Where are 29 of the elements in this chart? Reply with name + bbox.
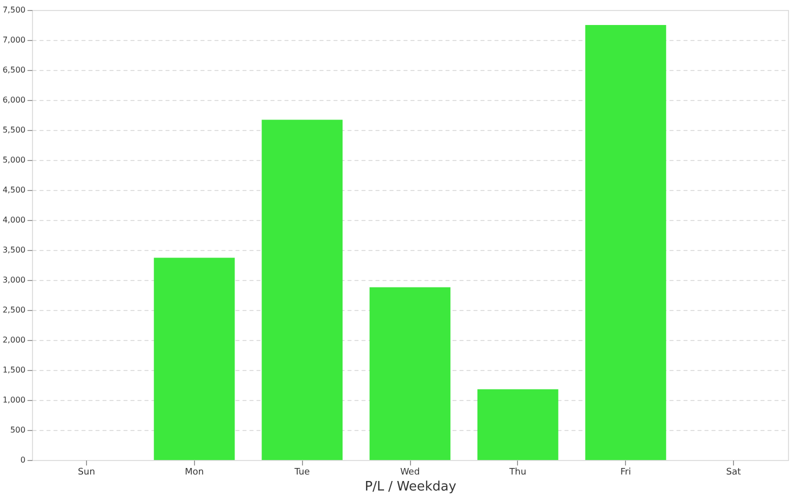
y-tick-label: 5,500 bbox=[2, 126, 26, 134]
y-tick-label: 2,500 bbox=[2, 306, 26, 314]
y-tick-label: 1,000 bbox=[2, 396, 26, 404]
y-tick-label: 5,000 bbox=[2, 156, 26, 164]
bar bbox=[585, 25, 666, 460]
x-tick-label: Tue bbox=[293, 468, 310, 478]
bar bbox=[154, 258, 235, 460]
y-tick-label: 4,500 bbox=[2, 186, 26, 194]
y-tick-label: 1,500 bbox=[2, 366, 26, 374]
x-tick-label: Thu bbox=[508, 468, 526, 478]
y-tick-label: 6,000 bbox=[2, 96, 26, 104]
y-tick-label: 3,500 bbox=[2, 246, 26, 254]
y-tick-label: 6,500 bbox=[2, 66, 26, 74]
y-tick-label: 4,000 bbox=[2, 216, 26, 224]
x-tick-label: Fri bbox=[620, 468, 632, 478]
y-tick-label: 3,000 bbox=[2, 276, 26, 284]
y-tick-label: 2,000 bbox=[2, 336, 26, 344]
y-tick-label: 0 bbox=[20, 456, 26, 464]
y-tick-label: 7,000 bbox=[2, 36, 26, 44]
x-tick-label: Sun bbox=[78, 468, 96, 478]
bar bbox=[477, 389, 558, 460]
x-axis-title: P/L / Weekday bbox=[364, 480, 457, 494]
y-tick-label: 500 bbox=[10, 426, 26, 434]
x-tick-label: Wed bbox=[400, 468, 420, 478]
x-tick-label: Mon bbox=[184, 468, 204, 478]
bar bbox=[370, 287, 450, 460]
x-tick-label: Sat bbox=[726, 468, 742, 478]
bar bbox=[262, 120, 343, 460]
y-tick-label: 7,500 bbox=[2, 6, 26, 14]
